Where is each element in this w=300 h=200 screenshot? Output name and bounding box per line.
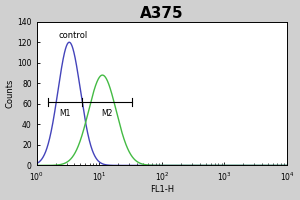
- Text: M1: M1: [59, 109, 70, 118]
- Title: A375: A375: [140, 6, 184, 21]
- Text: M2: M2: [101, 109, 112, 118]
- Y-axis label: Counts: Counts: [6, 79, 15, 108]
- X-axis label: FL1-H: FL1-H: [150, 185, 174, 194]
- Text: control: control: [58, 31, 88, 40]
